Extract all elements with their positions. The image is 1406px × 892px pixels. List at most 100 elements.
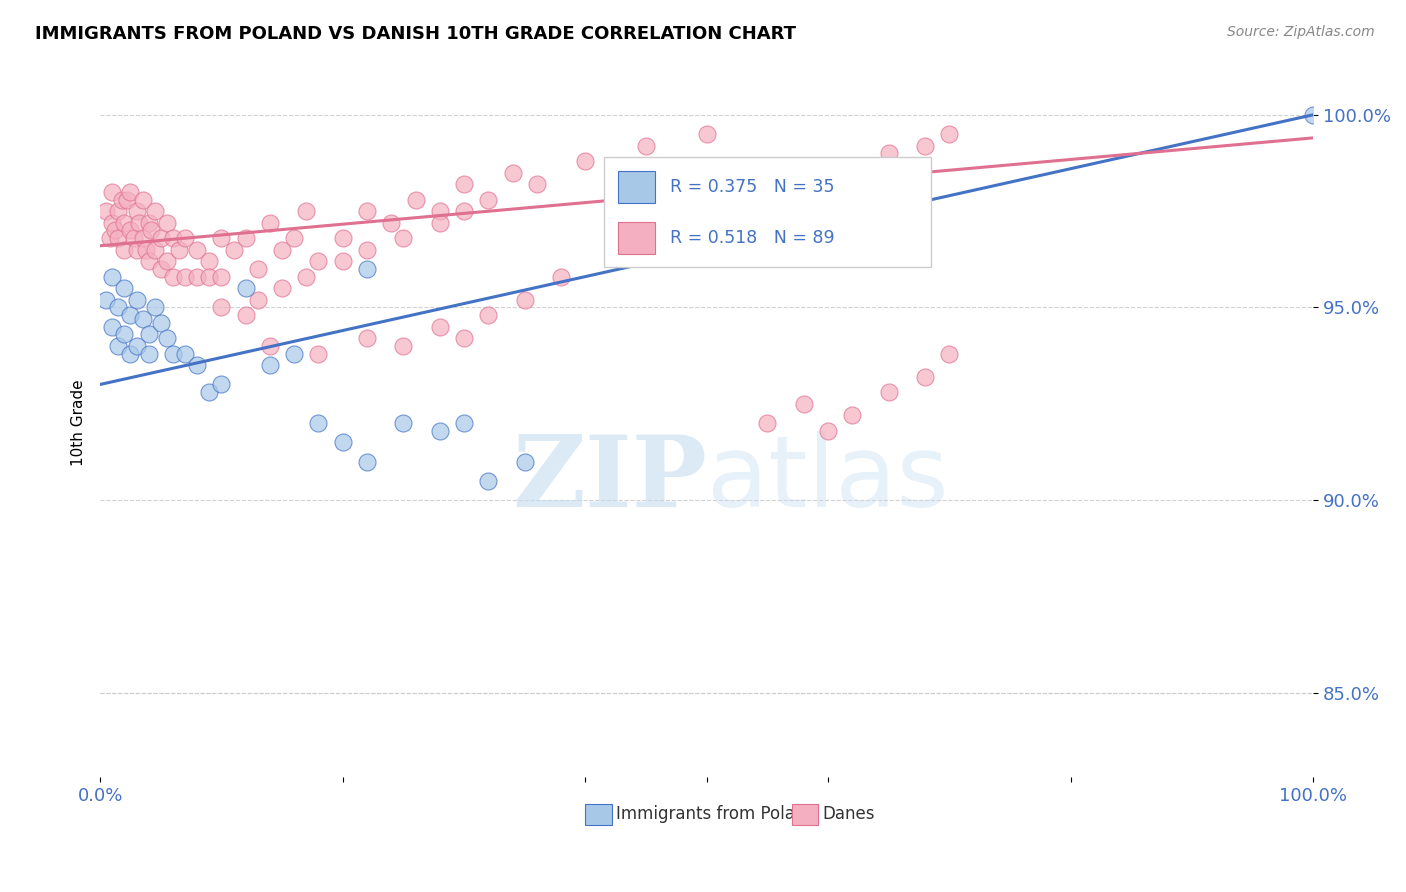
Point [101,185,124,199]
Point [125,243,148,257]
Point [198,254,221,268]
Point [429,319,451,334]
Point [405,193,427,207]
Point [392,231,415,245]
Point [107,204,129,219]
Point [120,346,142,360]
Point [429,204,451,219]
Point [550,269,572,284]
Point [356,454,378,468]
Point [112,327,135,342]
Point [332,435,354,450]
Y-axis label: 10th Grade: 10th Grade [72,380,86,467]
Point [356,243,378,257]
Point [143,204,166,219]
Point [131,312,153,326]
Point [101,319,124,334]
Point [259,358,281,372]
Text: ZIP: ZIP [512,431,707,528]
Point [156,254,179,268]
Point [914,369,936,384]
Point [877,385,900,400]
Point [149,231,172,245]
Point [513,293,536,307]
Point [107,339,129,353]
Point [120,308,142,322]
Point [186,269,208,284]
Point [877,146,900,161]
Point [101,216,124,230]
Point [235,231,257,245]
Point [513,454,536,468]
Point [198,269,221,284]
Point [209,301,232,315]
Point [453,416,475,430]
Point [112,216,135,230]
Point [96,204,118,219]
Point [115,193,138,207]
Point [167,243,190,257]
Point [198,385,221,400]
Point [477,308,499,322]
Point [283,346,305,360]
Point [392,339,415,353]
Point [271,243,294,257]
Bar [585,804,612,825]
Point [122,231,145,245]
Point [149,316,172,330]
Point [125,204,148,219]
Point [162,346,184,360]
Point [477,474,499,488]
Point [246,293,269,307]
Point [125,339,148,353]
Point [209,269,232,284]
Point [453,331,475,345]
Point [295,269,318,284]
Point [174,269,197,284]
Point [453,204,475,219]
Point [259,339,281,353]
Point [841,409,863,423]
Point [817,424,839,438]
Bar [792,804,818,825]
Point [295,204,318,219]
Point [356,261,378,276]
Text: Immigrants from Poland: Immigrants from Poland [616,805,815,822]
Point [138,346,160,360]
Point [143,301,166,315]
Point [793,397,815,411]
Point [308,416,330,430]
Text: atlas: atlas [707,431,948,528]
Point [429,424,451,438]
Point [139,223,162,237]
Point [156,331,179,345]
Point [1302,108,1324,122]
Point [107,231,129,245]
Point [308,346,330,360]
Point [128,216,150,230]
Point [453,177,475,191]
Point [222,243,245,257]
Point [332,231,354,245]
Point [120,223,142,237]
Point [332,254,354,268]
Point [235,308,257,322]
Point [477,193,499,207]
Point [502,165,524,179]
Point [111,193,134,207]
Text: Source: ZipAtlas.com: Source: ZipAtlas.com [1227,25,1375,39]
Point [143,243,166,257]
Bar [619,222,655,254]
Point [526,177,548,191]
Point [112,243,135,257]
Point [174,231,197,245]
Point [162,231,184,245]
Point [938,127,960,141]
Point [104,223,127,237]
Point [696,127,718,141]
Point [756,416,779,430]
Point [112,281,135,295]
Point [162,269,184,284]
Point [138,254,160,268]
Point [156,216,179,230]
